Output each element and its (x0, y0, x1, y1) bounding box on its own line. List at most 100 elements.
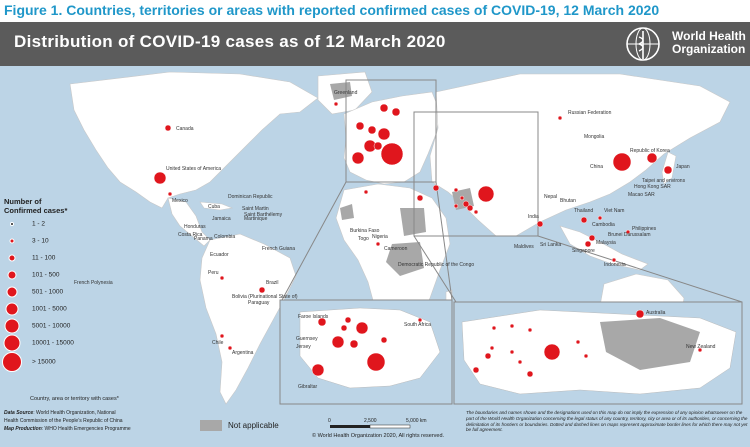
western-sahara-grey (340, 204, 354, 220)
bubble-japan (663, 165, 673, 175)
legend-dot-icon (9, 238, 15, 243)
label-cambodia: Cambodia (592, 222, 615, 228)
label-vietnam: Viet Nam (604, 208, 624, 214)
bubble-mexico (167, 191, 173, 197)
inset-bubble-belgium (340, 324, 348, 332)
inset-bubble-switzerland (349, 339, 359, 349)
label-jamaica: Jamaica (212, 216, 231, 222)
bubble-malaysia (588, 234, 596, 242)
inset-bubble-germany (355, 321, 369, 335)
label-macao: Macao SAR (628, 192, 655, 198)
legend-item: 10001 - 15000 (3, 334, 154, 351)
label-mongolia: Mongolia (584, 134, 605, 140)
bubble-qatar (466, 204, 474, 212)
legend-title-line1: Number of (4, 197, 42, 206)
bubble-egypt (416, 194, 424, 202)
label-russia: Russian Federation (568, 110, 612, 116)
asia-land (429, 73, 731, 237)
legend-label: > 15000 (32, 358, 56, 366)
legend-item: 3 - 10 (4, 232, 154, 249)
inset-bubble-qatar (526, 370, 534, 378)
bubble-uae (473, 209, 479, 215)
bubble-brazil (258, 286, 266, 294)
country-labels: Canada United States of America Mexico B… (74, 90, 716, 390)
label-gibraltar: Gibraltar (298, 384, 318, 390)
label-peru: Peru (208, 270, 219, 276)
legend-label: 501 - 1000 (32, 288, 64, 295)
bubble-thailand (580, 216, 588, 224)
label-ecuador: Ecuador (210, 252, 229, 258)
inset-bubble-france (331, 335, 345, 349)
who-name-line2: Organization (672, 42, 746, 56)
inset-bubble-italy (366, 352, 386, 372)
inset-bubble-netherlands (344, 316, 352, 324)
inset-bubble-iraq (509, 349, 515, 355)
legend-label: 10001 - 15000 (32, 339, 74, 346)
bubble-russia (557, 115, 563, 121)
bubble-spain (351, 151, 365, 165)
label-new-zealand: New Zealand (686, 344, 716, 350)
inset-bubble-iran (543, 343, 561, 361)
inset-bubble-afghanistan (575, 339, 581, 345)
source-text: : World Health Organization, National (33, 410, 116, 416)
caribbean-land (199, 201, 234, 211)
label-honduras: Honduras (184, 224, 206, 230)
legend-label: 3 - 10 (32, 237, 49, 244)
bubble-uk (355, 121, 365, 131)
legend-label: 101 - 500 (32, 271, 60, 278)
label-singapore: Singapore (572, 248, 595, 254)
inset-bubble-austria (380, 336, 388, 344)
label-korea: Republic of Korea (630, 148, 670, 154)
bubble-new-zealand (697, 347, 703, 353)
bubble-sweden (391, 107, 401, 117)
label-maldives: Maldives (514, 244, 534, 250)
legend-dot-icon (10, 221, 14, 226)
legend-item: 101 - 500 (4, 266, 154, 283)
bubble-china (612, 152, 632, 172)
inset-bubble-kuwait (517, 359, 523, 365)
label-japan: Japan (676, 164, 690, 170)
map-production-text: : WHO Health Emergencies Programme (41, 426, 131, 432)
middle-east-zoom-frame (413, 111, 539, 237)
map-header-band: Distribution of COVID-19 cases as of 12 … (0, 22, 750, 66)
middle-east-inset (453, 301, 743, 405)
scale-tick-2: 5,000 km (406, 418, 427, 424)
label-jersey: Jersey (296, 344, 311, 350)
legend-items: 1 - 2 3 - 10 11 - 100 101 - 500 501 - 10… (2, 215, 154, 373)
sudan-grey (400, 208, 426, 236)
label-mexico: Mexico (172, 198, 188, 204)
source-footer: Data Source: World Health Organization, … (0, 406, 750, 447)
label-cuba: Cuba (208, 204, 220, 210)
inset-bubble-turkey (491, 325, 497, 331)
central-africa-grey (386, 242, 424, 276)
bubble-iceland (333, 101, 339, 107)
label-brunei: Brunei Darussalam (608, 232, 651, 238)
disclaimer-text: The boundaries and names shown and the d… (466, 410, 748, 433)
bubble-israel (432, 184, 440, 192)
bubble-singapore (584, 240, 592, 248)
legend-title: Number of Confirmed cases* (4, 197, 154, 215)
label-canada: Canada (176, 126, 194, 132)
legend-item: 11 - 100 (4, 249, 154, 266)
case-bubbles (153, 101, 703, 378)
bubble-argentina (227, 345, 233, 351)
bubble-kuwait (459, 195, 465, 201)
label-chile: Chile (212, 340, 224, 346)
inset-bubble-israel (484, 352, 492, 360)
who-name: World Health Organization (672, 30, 746, 56)
label-india: India (528, 214, 539, 220)
label-china: China (590, 164, 603, 170)
inset-frames (281, 79, 743, 303)
label-greenland: Greenland (334, 90, 358, 96)
legend: Number of Confirmed cases* 1 - 2 3 - 10 … (2, 197, 154, 373)
map-title: Distribution of COVID-19 cases as of 12 … (14, 32, 446, 51)
label-south-africa: South Africa (404, 322, 431, 328)
legend-item: 1001 - 5000 (4, 300, 154, 317)
label-bhutan: Bhutan (560, 198, 576, 204)
central-america-land (167, 197, 211, 247)
scale-bar: 0 2,500 5,000 km (328, 418, 427, 429)
label-sri-lanka: Sri Lanka (540, 242, 561, 248)
copyright-notice: © World Health Organization 2020, All ri… (312, 433, 445, 439)
scale-tick-0: 0 (328, 418, 331, 424)
legend-dot-icon (3, 334, 21, 351)
